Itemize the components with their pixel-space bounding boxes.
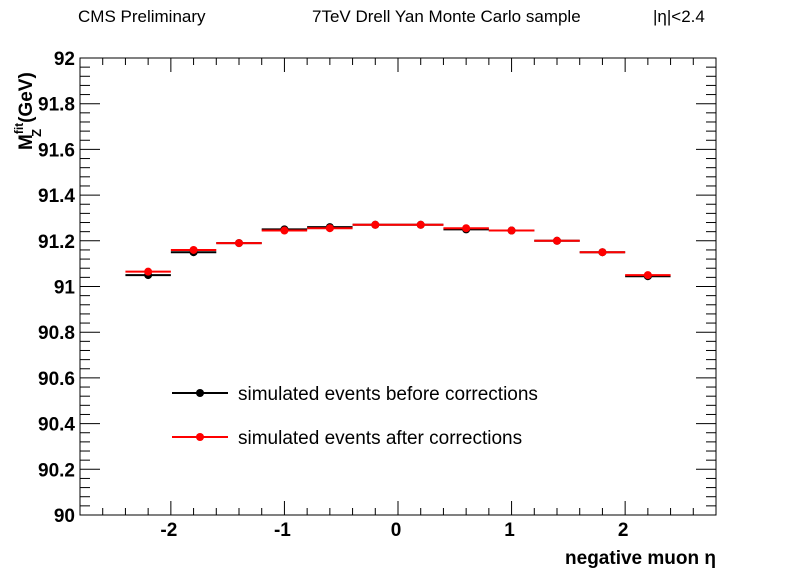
data-point <box>643 271 652 280</box>
y-tick-label: 91 <box>54 278 76 299</box>
y-axis-title-sup: fit <box>12 123 26 134</box>
data-point <box>325 224 334 233</box>
tick-labels: 90 90.2 90.4 90.6 90.8 91 91.2 91.4 91.6 91.8 92 -2… <box>38 49 628 541</box>
data-point <box>371 220 380 229</box>
data-point <box>144 267 153 276</box>
y-tick-label: 90.8 <box>38 323 75 344</box>
x-tick-label: 2 <box>618 520 629 541</box>
legend: simulated events before corrections simul… <box>172 384 538 449</box>
data-series <box>125 220 671 281</box>
header-right-label: |η|<2.4 <box>653 7 705 26</box>
y-tick-label: 91.6 <box>38 140 75 161</box>
data-point <box>280 226 289 235</box>
y-axis-title-main: M <box>16 134 37 150</box>
y-tick-label: 91.8 <box>38 95 75 116</box>
y-tick-label: 90.6 <box>38 369 75 390</box>
data-point <box>462 224 471 233</box>
header-left-label: CMS Preliminary <box>78 7 206 26</box>
x-tick-label: 1 <box>504 520 515 541</box>
data-point <box>507 226 516 235</box>
data-point <box>598 248 607 257</box>
y-axis-title-sub: Z <box>29 129 44 137</box>
y-axis-title: Mfit Z (GeV) <box>12 72 44 150</box>
x-tick-label: 0 <box>391 520 402 541</box>
axis-ticks <box>79 57 717 516</box>
y-tick-label: 90 <box>54 506 75 527</box>
y-tick-label: 91.2 <box>38 232 75 253</box>
legend-label: simulated events after corrections <box>238 428 522 449</box>
y-tick-label: 91.4 <box>38 186 75 207</box>
data-point <box>235 239 243 248</box>
y-axis-title-unit: (GeV) <box>16 72 37 123</box>
data-point <box>189 245 198 254</box>
y-tick-label: 90.4 <box>38 415 75 436</box>
y-tick-label: 90.2 <box>38 460 75 481</box>
legend-marker <box>196 433 204 441</box>
y-tick-label: 92 <box>54 49 75 70</box>
x-tick-label: -1 <box>274 520 291 541</box>
series-1 <box>125 220 671 280</box>
header-center-label: 7TeV Drell Yan Monte Carlo sample <box>312 7 581 26</box>
data-point <box>416 220 425 229</box>
legend-label: simulated events before corrections <box>238 384 538 405</box>
x-tick-label: -2 <box>160 520 177 541</box>
x-axis-title: negative muon η <box>565 548 716 569</box>
data-point <box>553 236 561 245</box>
legend-marker <box>196 389 204 397</box>
